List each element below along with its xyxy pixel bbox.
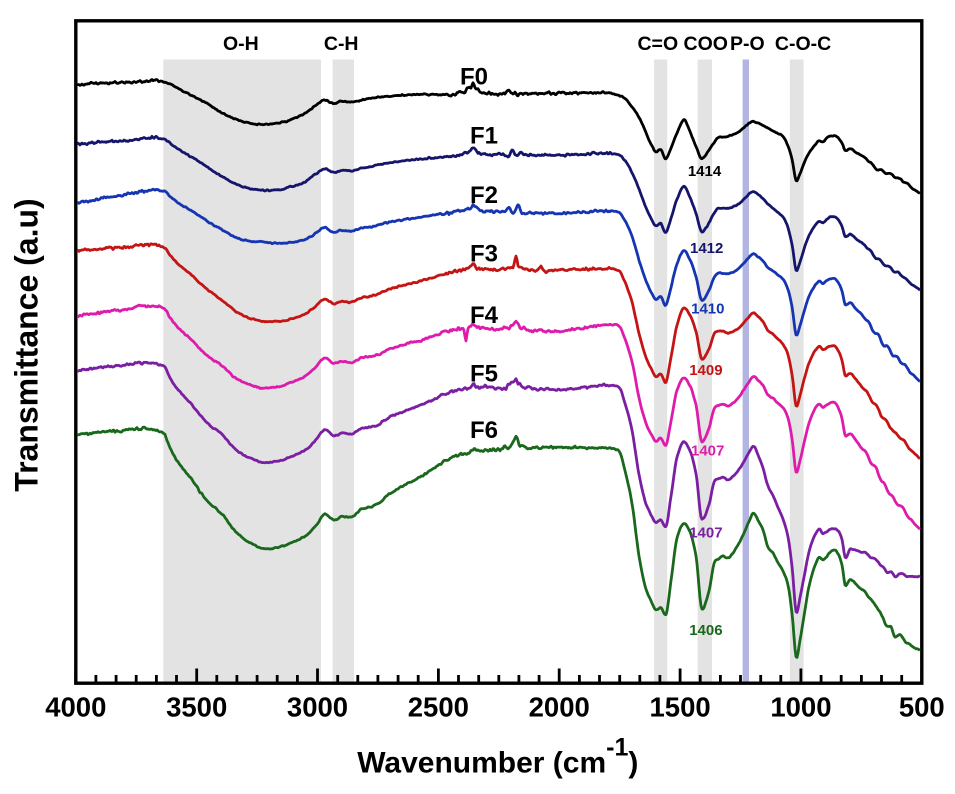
svg-text:1410: 1410: [691, 301, 724, 318]
svg-text:Transmittance (a.u): Transmittance (a.u): [9, 198, 45, 491]
svg-text:O-H: O-H: [223, 33, 259, 55]
svg-text:F3: F3: [470, 241, 498, 268]
svg-text:1407: 1407: [689, 525, 722, 542]
svg-text:F2: F2: [470, 182, 498, 209]
svg-text:C-O-C: C-O-C: [775, 33, 831, 55]
svg-text:500: 500: [899, 692, 945, 723]
svg-text:1409: 1409: [689, 362, 722, 379]
svg-text:1412: 1412: [690, 240, 723, 257]
svg-text:3500: 3500: [166, 692, 227, 723]
svg-text:C=O: C=O: [637, 33, 678, 55]
svg-text:3000: 3000: [287, 692, 348, 723]
svg-text:P-O: P-O: [730, 33, 765, 55]
svg-text:2500: 2500: [408, 692, 469, 723]
svg-text:F5: F5: [470, 360, 498, 387]
svg-text:C-H: C-H: [324, 33, 359, 55]
svg-text:F4: F4: [470, 302, 499, 329]
svg-text:1414: 1414: [688, 163, 722, 180]
svg-text:2000: 2000: [529, 692, 590, 723]
svg-text:F1: F1: [470, 122, 498, 149]
svg-text:1500: 1500: [649, 692, 710, 723]
svg-text:F0: F0: [460, 64, 488, 91]
svg-text:COO: COO: [683, 33, 727, 55]
svg-text:1000: 1000: [770, 692, 831, 723]
svg-text:4000: 4000: [45, 692, 106, 723]
svg-text:F6: F6: [470, 417, 498, 444]
svg-text:1406: 1406: [689, 622, 722, 639]
svg-text:1407: 1407: [691, 443, 724, 460]
